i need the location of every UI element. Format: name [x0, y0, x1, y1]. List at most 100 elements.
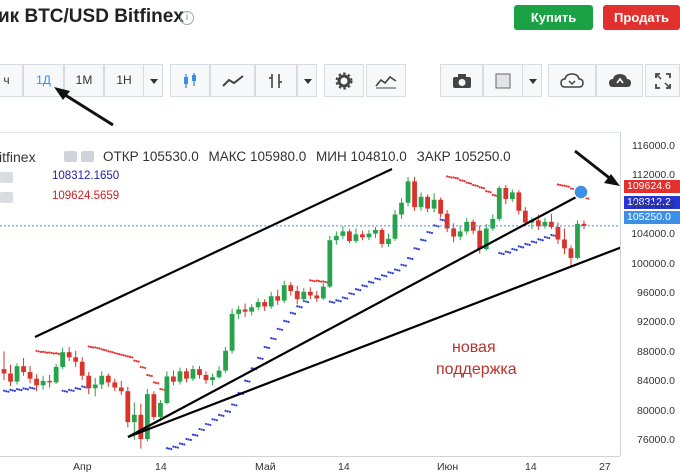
candle-body: [34, 378, 39, 386]
sar-dot: [304, 300, 308, 303]
sar-dot: [89, 345, 92, 349]
candle-body: [92, 384, 98, 389]
settings-button[interactable]: [324, 64, 364, 97]
color-swatch-icon: [495, 73, 511, 88]
sar-dot: [39, 350, 43, 354]
sar-dot: [569, 187, 573, 190]
sar-dot: [285, 320, 288, 323]
sar-dot: [311, 279, 314, 282]
sar-dot: [465, 181, 468, 184]
price-tag-blue: 108312.2: [624, 196, 680, 209]
candle-body: [203, 375, 209, 381]
sar-dot: [559, 183, 562, 187]
sar-dot: [72, 389, 75, 392]
candles-button[interactable]: [170, 64, 210, 97]
interval-1m-button[interactable]: 1М: [64, 64, 104, 97]
price-chart[interactable]: [0, 132, 620, 456]
sar-dot: [511, 247, 514, 251]
area-chart-button[interactable]: [210, 64, 255, 97]
time-tick-may: Май: [255, 461, 276, 473]
time-scale[interactable]: [0, 456, 620, 476]
header: ик BTC/USD Bitfinex i Купить Продать: [0, 0, 680, 40]
candle-body: [125, 391, 131, 423]
sar-dot: [98, 347, 101, 350]
sar-dot: [28, 386, 32, 389]
sar-dot: [419, 238, 423, 241]
interval-hour-button[interactable]: ч: [0, 64, 23, 97]
candle-body: [477, 230, 483, 250]
candle-body: [373, 229, 378, 234]
sar-dot: [278, 328, 281, 331]
sar-dot: [367, 280, 371, 283]
fullscreen-button[interactable]: [645, 64, 680, 97]
sar-dot: [185, 437, 188, 441]
chart-pane[interactable]: [0, 132, 620, 456]
candle-body: [131, 414, 137, 423]
sar-dot: [341, 296, 344, 299]
eye-icon[interactable]: [64, 151, 77, 162]
sar-dot: [337, 299, 340, 302]
candle-body: [14, 366, 20, 382]
sar-dot: [413, 247, 416, 250]
sar-dot: [452, 176, 455, 179]
indicator-1-eye-icon[interactable]: [0, 172, 13, 183]
price-tag-current: 105250.0: [624, 211, 680, 224]
sell-button[interactable]: Продать: [603, 5, 680, 30]
candle-body: [249, 307, 255, 312]
price-scale[interactable]: [620, 132, 680, 456]
sar-dot: [174, 445, 177, 449]
save-chart-button[interactable]: [596, 64, 643, 97]
candle-body: [177, 371, 183, 382]
candle-body: [490, 218, 496, 229]
color-swatch-button[interactable]: [483, 64, 523, 97]
interval-dropdown-caret[interactable]: [143, 64, 163, 97]
sar-dot: [235, 404, 238, 407]
sar-dot: [565, 185, 568, 188]
indicators-button[interactable]: [366, 64, 406, 97]
info-icon[interactable]: i: [180, 11, 194, 25]
annotation-line2: поддержка: [436, 361, 517, 378]
price-tick: 80000.0: [637, 404, 675, 417]
sar-dot: [563, 184, 566, 187]
color-dropdown-caret[interactable]: [522, 64, 542, 97]
candle-body: [346, 231, 352, 241]
sar-dot: [474, 184, 477, 187]
candle-body: [112, 382, 118, 388]
sar-dot: [74, 386, 77, 390]
candle-body: [66, 352, 72, 358]
chart-type-dropdown-caret[interactable]: [297, 64, 317, 97]
sar-dot: [161, 388, 164, 391]
load-chart-button[interactable]: [548, 64, 596, 97]
sar-dot: [532, 240, 536, 244]
sar-dot: [535, 241, 538, 244]
sar-dot: [422, 238, 425, 242]
sar-dot: [506, 251, 510, 254]
sar-dot: [522, 246, 525, 249]
settings-small-icon[interactable]: [81, 151, 94, 162]
candle-body: [320, 286, 326, 299]
sar-dot: [44, 351, 47, 354]
interval-1d-button[interactable]: 1Д: [23, 64, 64, 97]
sar-dot: [513, 248, 516, 251]
sar-dot: [330, 301, 334, 304]
compare-button[interactable]: [255, 64, 297, 97]
buy-button[interactable]: Купить: [514, 5, 593, 30]
candle-body: [581, 223, 587, 226]
sar-dot: [552, 234, 555, 237]
annotation-line1: новая: [452, 339, 496, 356]
sar-dot: [133, 359, 136, 362]
candle-body: [288, 285, 294, 292]
sar-dot: [61, 389, 64, 392]
indicator-2-eye-icon[interactable]: [0, 192, 13, 203]
sar-dot: [519, 245, 523, 248]
sar-dot: [545, 236, 549, 239]
sar-dot: [11, 389, 14, 392]
interval-1w-button[interactable]: 1Н: [104, 64, 144, 97]
candle-body: [535, 220, 541, 227]
snapshot-button[interactable]: [440, 64, 483, 97]
candle-body: [562, 239, 567, 249]
sar-dot: [348, 292, 351, 295]
sar-dot: [111, 351, 114, 354]
candle-body: [294, 291, 300, 300]
sar-dot: [217, 413, 221, 416]
